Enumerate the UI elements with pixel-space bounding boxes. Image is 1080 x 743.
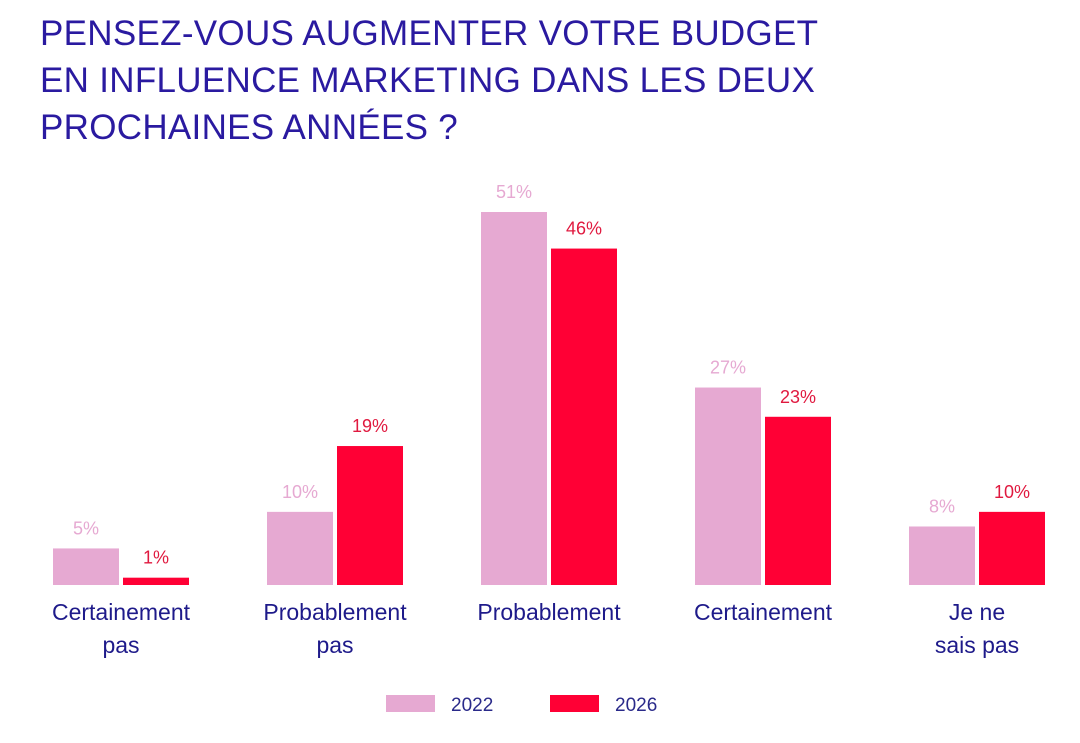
bar-2026: [551, 248, 617, 585]
bar-2022: [53, 548, 119, 585]
bar-2022: [695, 387, 761, 585]
legend-label: 2022: [451, 695, 493, 716]
bar-2026: [765, 416, 831, 585]
legend-label: 2026: [615, 695, 657, 716]
data-label-2026: 23%: [780, 387, 816, 407]
data-label-2026: 10%: [994, 482, 1030, 502]
category-label: Certainement: [694, 599, 833, 625]
legend-swatch-2026: [550, 695, 599, 712]
data-label-2022: 8%: [929, 496, 955, 516]
legend-swatch-2022: [386, 695, 435, 712]
data-label-2022: 10%: [282, 482, 318, 502]
category-label: pas: [316, 632, 353, 658]
bar-2022: [909, 526, 975, 585]
data-label-2022: 51%: [496, 182, 532, 202]
data-label-2022: 27%: [710, 358, 746, 378]
bar-2026: [123, 577, 189, 585]
category-label: Probablement: [263, 599, 407, 625]
bar-2022: [267, 511, 333, 585]
category-label: pas: [102, 632, 139, 658]
bar-2026: [337, 446, 403, 585]
data-label-2026: 1%: [143, 548, 169, 568]
title-line: PENSEZ-VOUS AUGMENTER VOTRE BUDGET: [40, 14, 819, 53]
data-label-2026: 46%: [566, 219, 602, 239]
bar-2022: [481, 212, 547, 585]
data-label-2022: 5%: [73, 518, 99, 538]
title-line: PROCHAINES ANNÉES ?: [40, 108, 459, 147]
category-label: Certainement: [52, 599, 191, 625]
category-label: sais pas: [935, 632, 1019, 658]
category-label: Probablement: [477, 599, 621, 625]
bar-2026: [979, 511, 1045, 585]
category-label: Je ne: [949, 599, 1005, 625]
title-line: EN INFLUENCE MARKETING DANS LES DEUX: [40, 61, 816, 100]
chart-title: PENSEZ-VOUS AUGMENTER VOTRE BUDGET EN IN…: [40, 10, 1040, 151]
data-label-2026: 19%: [352, 416, 388, 436]
